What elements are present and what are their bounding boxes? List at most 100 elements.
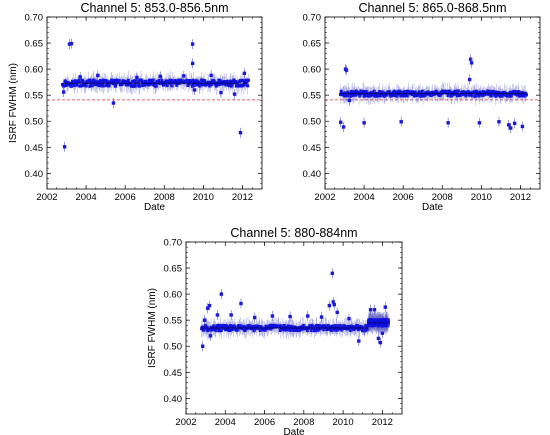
band-point bbox=[372, 89, 376, 93]
band-point bbox=[478, 93, 482, 97]
band-point bbox=[338, 327, 342, 331]
band-point bbox=[381, 90, 385, 95]
band-point bbox=[361, 325, 366, 329]
y-tick-label: 0.40 bbox=[164, 394, 183, 405]
chart-title: Channel 5: 880-884nm bbox=[230, 226, 357, 240]
chart-title: Channel 5: 853.0-856.5nm bbox=[80, 1, 228, 15]
band-point bbox=[175, 83, 179, 87]
band-point bbox=[118, 79, 122, 83]
band-point bbox=[263, 328, 267, 332]
band-point bbox=[174, 80, 178, 84]
data-point bbox=[207, 300, 212, 311]
data-point bbox=[215, 309, 220, 320]
band-point bbox=[217, 323, 221, 328]
point-marker bbox=[507, 123, 511, 127]
band-point bbox=[109, 80, 113, 84]
data-point bbox=[362, 117, 366, 128]
band-point bbox=[296, 328, 300, 332]
band-point bbox=[94, 80, 98, 84]
band-point bbox=[500, 94, 504, 98]
y-tick-label: 0.55 bbox=[25, 91, 44, 102]
data-point bbox=[330, 268, 334, 279]
point-marker bbox=[477, 121, 482, 125]
x-tick-label: 2012 bbox=[372, 417, 393, 428]
band-point bbox=[317, 328, 321, 332]
band-point bbox=[436, 91, 440, 95]
band-point bbox=[81, 79, 85, 84]
band-point bbox=[75, 83, 80, 87]
data-point bbox=[242, 68, 247, 79]
band-point bbox=[287, 328, 291, 332]
point-marker bbox=[205, 306, 210, 310]
band-point bbox=[473, 90, 477, 94]
band-point bbox=[398, 89, 402, 93]
band-point bbox=[487, 92, 491, 96]
band-point bbox=[225, 327, 229, 331]
data-point bbox=[61, 87, 66, 98]
band-point bbox=[333, 328, 337, 332]
band-point bbox=[310, 328, 314, 333]
point-marker bbox=[253, 315, 257, 320]
band-point bbox=[246, 324, 250, 328]
data-point bbox=[78, 71, 82, 82]
band-point bbox=[197, 80, 201, 84]
data-point bbox=[477, 117, 482, 128]
plot-frame bbox=[46, 16, 263, 190]
band-point bbox=[243, 328, 247, 332]
y-tick-label: 0.55 bbox=[164, 316, 183, 327]
band-point bbox=[138, 84, 142, 88]
band-point bbox=[120, 82, 124, 86]
band-point bbox=[243, 82, 247, 86]
point-marker bbox=[399, 120, 403, 124]
point-marker bbox=[341, 125, 346, 129]
point-marker bbox=[229, 313, 233, 317]
point-marker bbox=[376, 336, 381, 341]
band-point bbox=[237, 84, 241, 88]
data-point bbox=[372, 304, 377, 315]
data-point bbox=[380, 328, 385, 339]
band-point bbox=[231, 327, 236, 331]
y-tick-label: 0.40 bbox=[25, 169, 44, 180]
x-tick-label: 2012 bbox=[510, 192, 531, 203]
chart-title: Channel 5: 865.0-868.5nm bbox=[358, 1, 506, 15]
band-point bbox=[343, 94, 347, 98]
band-point bbox=[321, 324, 326, 328]
band-point bbox=[62, 83, 67, 87]
band-point bbox=[455, 94, 459, 98]
band-point bbox=[127, 83, 131, 87]
band-point bbox=[288, 325, 292, 329]
band-point bbox=[242, 324, 246, 329]
data-point bbox=[96, 70, 100, 81]
band-point bbox=[131, 79, 135, 84]
data-point bbox=[338, 117, 343, 128]
band-point bbox=[450, 94, 454, 98]
band-point bbox=[208, 84, 212, 88]
point-marker bbox=[67, 42, 72, 46]
band-point bbox=[332, 324, 336, 328]
x-tick-label: 2004 bbox=[354, 192, 375, 203]
x-tick-label: 2012 bbox=[232, 192, 253, 203]
band-point bbox=[151, 78, 155, 82]
band-point bbox=[339, 89, 343, 93]
point-marker bbox=[208, 334, 213, 338]
band-point bbox=[193, 83, 197, 87]
band-point bbox=[246, 78, 250, 82]
band-point bbox=[78, 84, 82, 88]
data-point bbox=[253, 312, 257, 323]
band-point bbox=[218, 82, 222, 87]
band-point bbox=[516, 93, 520, 97]
band-point bbox=[228, 83, 232, 87]
band-point bbox=[113, 78, 117, 83]
band-point bbox=[236, 328, 240, 332]
band-point bbox=[369, 90, 373, 95]
x-tick-label: 2006 bbox=[254, 417, 275, 428]
data-point bbox=[383, 302, 388, 313]
x-tick-label: 2004 bbox=[215, 417, 236, 428]
band-point bbox=[463, 91, 468, 95]
band-point bbox=[347, 91, 351, 95]
band-point bbox=[253, 324, 257, 328]
band-point bbox=[322, 328, 326, 332]
data-point bbox=[376, 333, 381, 344]
point-marker bbox=[190, 61, 195, 66]
y-tick-label: 0.60 bbox=[25, 65, 44, 76]
